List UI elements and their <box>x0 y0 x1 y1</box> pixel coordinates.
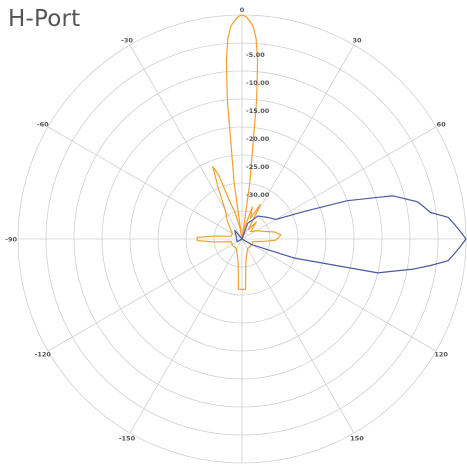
series-line-1 <box>234 195 467 274</box>
chart-title: H-Port <box>8 6 81 32</box>
grid-spoke <box>241 126 437 240</box>
radial-tick-label: -5.00 <box>246 51 265 59</box>
angle-tick-label: 150 <box>350 435 364 443</box>
angle-labels: 03060120150180-150-120-90-60-30 <box>5 6 448 443</box>
grid-spoke <box>47 238 243 352</box>
radial-tick-label: -10.00 <box>246 79 270 87</box>
grid-spokes <box>18 15 466 463</box>
grid-spoke <box>241 44 355 240</box>
angle-tick-label: 60 <box>437 121 447 129</box>
radial-tick-label: -25.00 <box>246 163 270 171</box>
angle-tick-label: -120 <box>35 351 52 359</box>
grid-spoke <box>241 238 437 352</box>
angle-tick-label: -60 <box>37 121 49 129</box>
series-line-0 <box>196 14 282 290</box>
grid-spoke <box>241 238 355 434</box>
angle-tick-label: -30 <box>121 36 133 44</box>
grid-spoke <box>47 126 243 240</box>
grid-spoke <box>129 44 243 240</box>
grid-spoke <box>129 238 243 434</box>
radial-labels: -5.00 -10.00 -15.00 -20.00 -25.00 -30.00 <box>246 51 270 199</box>
angle-tick-label: -150 <box>119 435 136 443</box>
angle-tick-label: -90 <box>5 236 17 244</box>
series-layer <box>196 14 467 290</box>
angle-tick-label: 0 <box>240 6 245 14</box>
radial-tick-label: -15.00 <box>246 107 270 115</box>
angle-tick-label: 120 <box>434 351 448 359</box>
radial-tick-label: -30.00 <box>246 191 270 199</box>
radial-tick-label: -20.00 <box>246 135 270 143</box>
angle-tick-label: 30 <box>352 36 362 44</box>
